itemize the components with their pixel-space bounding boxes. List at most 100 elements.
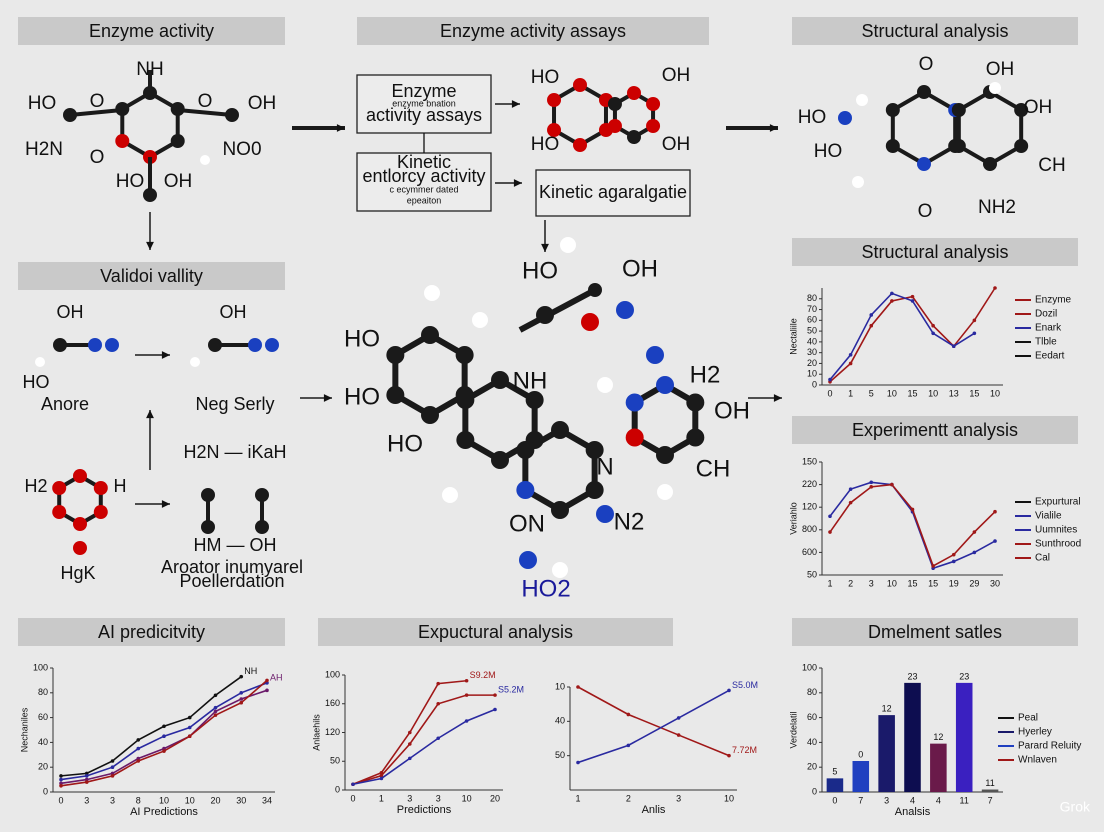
molecule-label: N: [596, 453, 613, 480]
atom: [421, 326, 439, 344]
point: [626, 743, 631, 748]
atom: [93, 505, 108, 519]
series-line: [60, 676, 242, 777]
atom: [73, 541, 87, 555]
molecule-label: OH: [248, 93, 277, 114]
point: [727, 688, 731, 693]
x-tick-label: 10: [462, 793, 472, 803]
y-tick-label: 50: [807, 569, 817, 579]
atom: [115, 102, 130, 116]
title-bar: [792, 238, 1078, 266]
section-title: Experimentt analysis: [852, 420, 1018, 440]
point: [408, 742, 412, 746]
molecule-label: HgK: [60, 563, 95, 583]
molecule-label: HO: [522, 257, 558, 284]
atom: [657, 484, 673, 500]
x-tick-label: 1: [379, 793, 384, 803]
legend-label: Hyerley: [1018, 727, 1052, 738]
x-tick-label: 4: [910, 795, 915, 805]
x-tick-label: 3: [110, 795, 115, 805]
atom: [208, 338, 222, 352]
point: [993, 286, 997, 290]
atom: [52, 481, 67, 495]
molecule-label: H: [114, 476, 127, 496]
molecule-label: OH: [164, 171, 193, 192]
point: [436, 681, 441, 686]
point: [59, 777, 63, 782]
point: [59, 781, 63, 786]
molecule-label: HM — OH: [194, 535, 277, 555]
y-axis-label: Verdelatil: [788, 711, 798, 748]
arrow-head: [161, 351, 170, 359]
atom: [265, 338, 279, 352]
point: [464, 719, 469, 723]
molecule-label: enzyme bnation: [392, 98, 456, 108]
y-tick-label: 10: [807, 369, 817, 379]
atom: [386, 346, 405, 364]
arrow-head: [769, 124, 778, 132]
y-tick-label: 30: [807, 347, 817, 357]
atom: [607, 119, 622, 133]
atom: [646, 119, 661, 133]
atom: [646, 346, 664, 364]
arrow-head: [541, 243, 549, 252]
point: [972, 331, 977, 336]
atom: [547, 93, 562, 107]
point: [213, 705, 218, 710]
point: [869, 485, 874, 489]
point: [890, 482, 894, 487]
point: [239, 700, 244, 705]
molecule-label: Kinetic: [397, 152, 451, 172]
atom: [585, 441, 604, 459]
atom: [551, 501, 569, 519]
y-tick-label: 100: [802, 662, 817, 672]
point: [162, 724, 166, 729]
section-title: Dmelment satles: [868, 622, 1002, 642]
point: [910, 507, 915, 512]
atom: [607, 97, 622, 111]
point: [265, 688, 269, 693]
point: [213, 693, 218, 698]
x-tick-label: 15: [907, 388, 917, 398]
x-tick-label: 10: [724, 793, 734, 803]
bar: [878, 715, 895, 792]
atom: [547, 123, 562, 137]
bar-annotation: 23: [907, 671, 917, 681]
atom: [686, 393, 705, 412]
molecule-label: NH: [513, 367, 548, 394]
atom: [491, 371, 509, 389]
x-tick-label: 15: [907, 578, 917, 588]
x-tick-label: 3: [884, 795, 889, 805]
x-axis-label: Predictions: [397, 804, 452, 816]
legend-label: Cal: [1035, 553, 1050, 564]
x-tick-label: 10: [928, 388, 938, 398]
atom: [596, 505, 614, 523]
point: [910, 299, 915, 303]
atom: [852, 176, 864, 188]
x-tick-label: 7: [988, 795, 993, 805]
molecule-label: OH: [1024, 97, 1053, 118]
molecule-label: Poellerdation: [179, 571, 284, 591]
y-tick-label: 60: [38, 712, 48, 722]
molecule-label: NO0: [222, 139, 261, 160]
point: [869, 313, 874, 317]
point: [676, 733, 681, 737]
point: [493, 707, 497, 712]
arrow-head: [146, 241, 154, 250]
molecule-label: O: [90, 147, 105, 168]
x-tick-label: 0: [832, 795, 837, 805]
title-bar: [18, 262, 285, 290]
y-tick-label: 0: [43, 786, 48, 796]
series-line: [352, 694, 495, 786]
point: [890, 291, 894, 296]
y-tick-label: 120: [325, 727, 340, 737]
y-tick-label: 40: [807, 336, 817, 346]
point: [993, 509, 997, 514]
atom: [491, 451, 509, 469]
point: [436, 736, 441, 741]
bar-annotation: 0: [858, 749, 863, 759]
molecule-label: CH: [696, 455, 731, 482]
series-line: [577, 686, 730, 757]
point: [136, 746, 141, 751]
series-line: [352, 708, 496, 786]
